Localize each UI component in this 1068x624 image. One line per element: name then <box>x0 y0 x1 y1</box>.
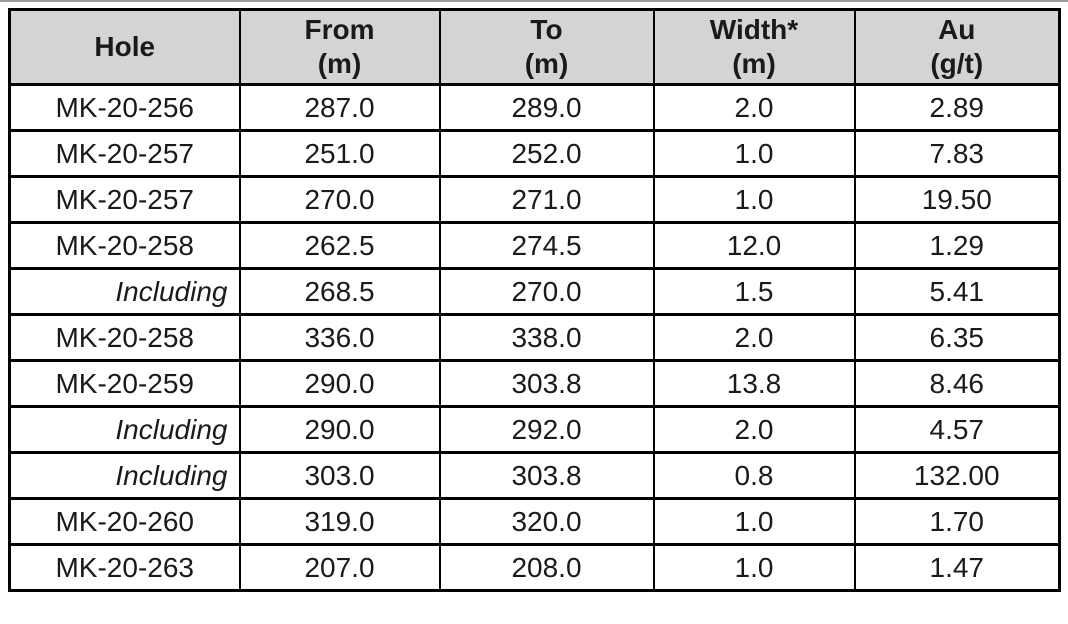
column-header-unit: (g/t) <box>930 48 984 79</box>
cell-au: 8.46 <box>853 359 1061 408</box>
table-body: MK-20-256 287.0 289.0 2.0 2.89 MK-20-257 251.0… <box>8 83 1061 592</box>
table-row: Including 290.0 292.0 2.0 4.57 <box>8 405 1061 454</box>
cell-to: 271.0 <box>438 175 655 224</box>
table-row: MK-20-258 336.0 338.0 2.0 6.35 <box>8 313 1061 362</box>
cell-hole: MK-20-257 <box>8 175 241 224</box>
cell-au: 1.47 <box>853 543 1061 592</box>
screenshot-top-edge <box>0 0 1068 2</box>
cell-hole: MK-20-258 <box>8 221 241 270</box>
table-row: MK-20-256 287.0 289.0 2.0 2.89 <box>8 83 1061 132</box>
cell-from: 336.0 <box>238 313 441 362</box>
cell-from: 303.0 <box>238 451 441 500</box>
table-row: Including 303.0 303.8 0.8 132.00 <box>8 451 1061 500</box>
column-header-label: To <box>530 13 563 45</box>
cell-width: 1.0 <box>652 497 856 546</box>
column-header-label: From <box>304 13 375 45</box>
cell-from: 251.0 <box>238 129 441 178</box>
cell-au: 4.57 <box>853 405 1061 454</box>
cell-to: 208.0 <box>438 543 655 592</box>
table-row: Including 268.5 270.0 1.5 5.41 <box>8 267 1061 316</box>
column-header-hole: Hole <box>8 8 241 86</box>
drill-results-table: Hole From (m) To (m) Width* (m) Au (g/t) MK-20-2… <box>8 8 1061 592</box>
cell-au: 5.41 <box>853 267 1061 316</box>
cell-hole: Including <box>8 405 241 454</box>
cell-from: 290.0 <box>238 405 441 454</box>
column-header-unit: (m) <box>732 48 776 79</box>
column-header-from: From (m) <box>238 8 441 86</box>
cell-to: 292.0 <box>438 405 655 454</box>
cell-au: 1.29 <box>853 221 1061 270</box>
cell-to: 289.0 <box>438 83 655 132</box>
cell-au: 1.70 <box>853 497 1061 546</box>
cell-from: 290.0 <box>238 359 441 408</box>
table-row: MK-20-258 262.5 274.5 12.0 1.29 <box>8 221 1061 270</box>
cell-hole: MK-20-263 <box>8 543 241 592</box>
cell-width: 13.8 <box>652 359 856 408</box>
table-row: MK-20-263 207.0 208.0 1.0 1.47 <box>8 543 1061 592</box>
column-header-unit: (m) <box>317 48 362 79</box>
cell-from: 287.0 <box>238 83 441 132</box>
cell-to: 338.0 <box>438 313 655 362</box>
cell-from: 262.5 <box>238 221 441 270</box>
cell-au: 7.83 <box>853 129 1061 178</box>
column-header-width: Width* (m) <box>652 8 856 86</box>
cell-width: 2.0 <box>652 83 856 132</box>
table-row: MK-20-257 270.0 271.0 1.0 19.50 <box>8 175 1061 224</box>
table-row: MK-20-260 319.0 320.0 1.0 1.70 <box>8 497 1061 546</box>
cell-au: 6.35 <box>853 313 1061 362</box>
cell-to: 320.0 <box>438 497 655 546</box>
header-row: Hole From (m) To (m) Width* (m) Au (g/t) <box>8 8 1061 86</box>
cell-width: 0.8 <box>652 451 856 500</box>
column-header-au: Au (g/t) <box>853 8 1061 86</box>
cell-hole: MK-20-258 <box>8 313 241 362</box>
column-header-label: Hole <box>94 30 156 62</box>
cell-au: 19.50 <box>853 175 1061 224</box>
column-header-label: Width* <box>709 13 799 45</box>
cell-hole: MK-20-256 <box>8 83 241 132</box>
cell-from: 207.0 <box>238 543 441 592</box>
cell-from: 270.0 <box>238 175 441 224</box>
cell-to: 274.5 <box>438 221 655 270</box>
column-header-unit: (m) <box>524 48 569 79</box>
cell-to: 270.0 <box>438 267 655 316</box>
cell-hole: MK-20-257 <box>8 129 241 178</box>
drill-results-container: Hole From (m) To (m) Width* (m) Au (g/t) MK-20-2… <box>0 2 1068 592</box>
cell-to: 252.0 <box>438 129 655 178</box>
cell-width: 12.0 <box>652 221 856 270</box>
column-header-to: To (m) <box>438 8 655 86</box>
cell-width: 1.0 <box>652 175 856 224</box>
cell-to: 303.8 <box>438 359 655 408</box>
cell-from: 319.0 <box>238 497 441 546</box>
cell-width: 1.0 <box>652 543 856 592</box>
cell-hole: Including <box>8 451 241 500</box>
cell-width: 1.0 <box>652 129 856 178</box>
cell-au: 2.89 <box>853 83 1061 132</box>
table-row: MK-20-259 290.0 303.8 13.8 8.46 <box>8 359 1061 408</box>
cell-from: 268.5 <box>238 267 441 316</box>
table-header: Hole From (m) To (m) Width* (m) Au (g/t) <box>8 8 1061 86</box>
cell-width: 2.0 <box>652 405 856 454</box>
cell-hole: Including <box>8 267 241 316</box>
cell-hole: MK-20-259 <box>8 359 241 408</box>
cell-width: 2.0 <box>652 313 856 362</box>
table-row: MK-20-257 251.0 252.0 1.0 7.83 <box>8 129 1061 178</box>
cell-au: 132.00 <box>853 451 1061 500</box>
cell-hole: MK-20-260 <box>8 497 241 546</box>
cell-width: 1.5 <box>652 267 856 316</box>
cell-to: 303.8 <box>438 451 655 500</box>
column-header-label: Au <box>938 13 976 45</box>
